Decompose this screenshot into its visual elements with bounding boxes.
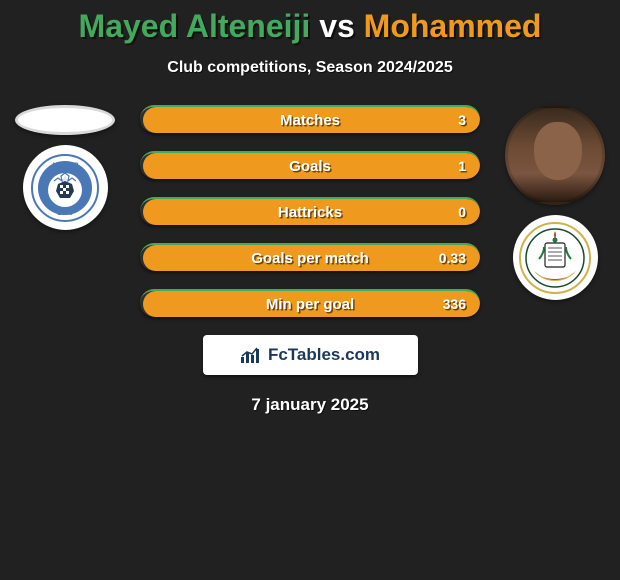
branding-badge: FcTables.com bbox=[203, 335, 418, 375]
branding-text: FcTables.com bbox=[268, 345, 380, 365]
stat-value-p2: 0 bbox=[458, 204, 466, 220]
stat-label: Min per goal bbox=[266, 296, 354, 313]
club-right-crest-icon bbox=[518, 221, 592, 295]
left-column: AL-NASR 1945 bbox=[5, 105, 125, 230]
club-left-year: 1945 bbox=[57, 210, 73, 217]
player1-name: Mayed Alteneiji bbox=[79, 8, 311, 44]
stat-bar-hattricks: Hattricks 0 bbox=[140, 197, 480, 225]
player1-avatar bbox=[15, 105, 115, 135]
date-text: 7 january 2025 bbox=[0, 395, 620, 415]
club-left-name: AL-NASR bbox=[52, 163, 80, 169]
stat-value-p2: 0.33 bbox=[439, 250, 466, 266]
player1-club-badge: AL-NASR 1945 bbox=[23, 145, 108, 230]
stat-label: Goals bbox=[289, 158, 331, 175]
bar-chart-icon bbox=[240, 346, 262, 364]
vs-text: vs bbox=[319, 8, 355, 44]
stat-label: Matches bbox=[280, 112, 340, 129]
player2-avatar bbox=[505, 105, 605, 205]
stat-bars: Matches 3 Goals 1 Hattricks 0 Goals per … bbox=[140, 105, 480, 317]
club-left-crest-icon: AL-NASR 1945 bbox=[30, 153, 100, 223]
stat-label: Hattricks bbox=[278, 204, 342, 221]
stat-bar-goals-per-match: Goals per match 0.33 bbox=[140, 243, 480, 271]
player2-name: Mohammed bbox=[364, 8, 542, 44]
comparison-content: AL-NASR 1945 bbox=[0, 105, 620, 415]
stat-label: Goals per match bbox=[251, 250, 369, 267]
stat-bar-min-per-goal: Min per goal 336 bbox=[140, 289, 480, 317]
stat-bar-matches: Matches 3 bbox=[140, 105, 480, 133]
subtitle: Club competitions, Season 2024/2025 bbox=[0, 59, 620, 77]
player2-club-badge bbox=[513, 215, 598, 300]
right-column bbox=[495, 105, 615, 300]
stat-value-p2: 336 bbox=[443, 296, 466, 312]
stat-value-p2: 3 bbox=[458, 112, 466, 128]
stat-value-p2: 1 bbox=[458, 158, 466, 174]
page-title: Mayed Alteneiji vs Mohammed bbox=[0, 0, 620, 45]
stat-bar-goals: Goals 1 bbox=[140, 151, 480, 179]
